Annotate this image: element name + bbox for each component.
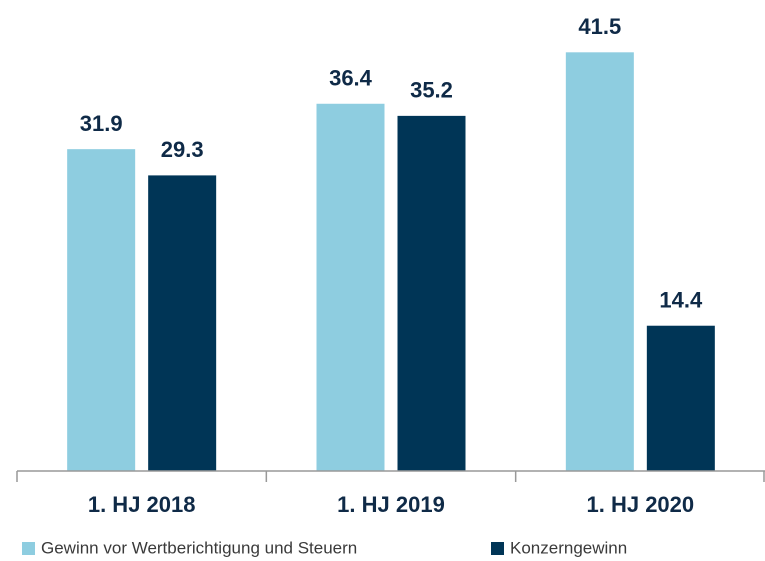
value-label: 36.4 xyxy=(329,66,373,91)
bar xyxy=(67,149,136,472)
x-tick-label: 1. HJ 2020 xyxy=(587,492,695,517)
value-label: 41.5 xyxy=(578,14,621,39)
bar xyxy=(148,175,217,471)
value-label: 31.9 xyxy=(80,111,123,136)
bar xyxy=(565,52,634,472)
x-tick-label: 1. HJ 2018 xyxy=(88,492,196,517)
bar xyxy=(397,115,466,472)
value-label: 35.2 xyxy=(410,78,453,103)
value-label: 14.4 xyxy=(659,288,703,313)
legend-swatch xyxy=(22,542,35,555)
legend-swatch xyxy=(491,542,504,555)
legend-label: Gewinn vor Wertberichtigung und Steuern xyxy=(41,538,357,557)
legend-label: Konzerngewinn xyxy=(510,538,627,557)
value-label: 29.3 xyxy=(161,137,204,162)
bar xyxy=(646,325,715,471)
bar xyxy=(316,103,385,472)
x-tick-label: 1. HJ 2019 xyxy=(337,492,445,517)
